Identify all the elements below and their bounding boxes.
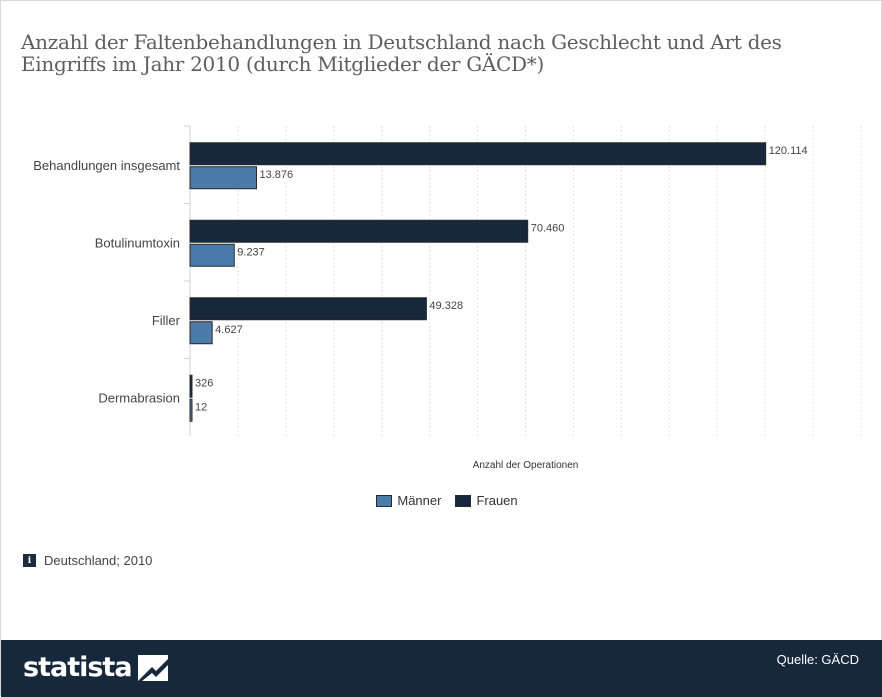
bar-frauen [189, 219, 529, 243]
data-label: 9.237 [237, 246, 265, 258]
legend-swatch-maenner [376, 494, 393, 507]
info-icon[interactable]: i [23, 554, 36, 567]
statista-logo[interactable]: statista [23, 652, 168, 683]
category-label: Behandlungen insgesamt [33, 158, 180, 173]
bar-frauen [189, 297, 427, 321]
data-label: 12 [195, 401, 207, 413]
legend-label-frauen: Frauen [476, 493, 518, 508]
data-label: 120.114 [769, 145, 808, 157]
chart-title: Anzahl der Faltenbehandlungen in Deutsch… [21, 30, 782, 76]
category-label: Botulinumtoxin [95, 235, 180, 250]
data-label: 4.627 [215, 324, 243, 336]
brand-name: statista [23, 652, 133, 683]
info-text: Deutschland; 2010 [44, 553, 153, 568]
bar-maenner [189, 321, 213, 345]
footer: statista Quelle: GÄCD [1, 640, 882, 697]
legend-item-maenner[interactable]: Männer [376, 493, 441, 508]
x-axis-label: Anzahl der Operationen [473, 460, 579, 471]
bar-maenner [189, 166, 258, 190]
legend-label-maenner: Männer [397, 493, 442, 508]
info-note: i Deutschland; 2010 [23, 553, 152, 568]
bar-frauen [189, 142, 767, 166]
category-label: Filler [152, 313, 181, 328]
legend-item-frauen[interactable]: Frauen [455, 493, 518, 508]
bar-frauen [189, 374, 193, 398]
category-label: Dermabrasion [98, 390, 180, 405]
bar-maenner [189, 398, 193, 422]
legend: Männer Frauen [1, 493, 882, 508]
legend-swatch-frauen [455, 494, 472, 507]
statista-logo-icon [137, 654, 168, 681]
source-text: Quelle: GÄCD [776, 652, 859, 667]
data-label: 49.328 [429, 300, 463, 312]
data-label: 326 [195, 377, 213, 389]
bar-maenner [189, 243, 235, 267]
data-label: 13.876 [260, 169, 294, 181]
data-label: 70.460 [531, 222, 565, 234]
